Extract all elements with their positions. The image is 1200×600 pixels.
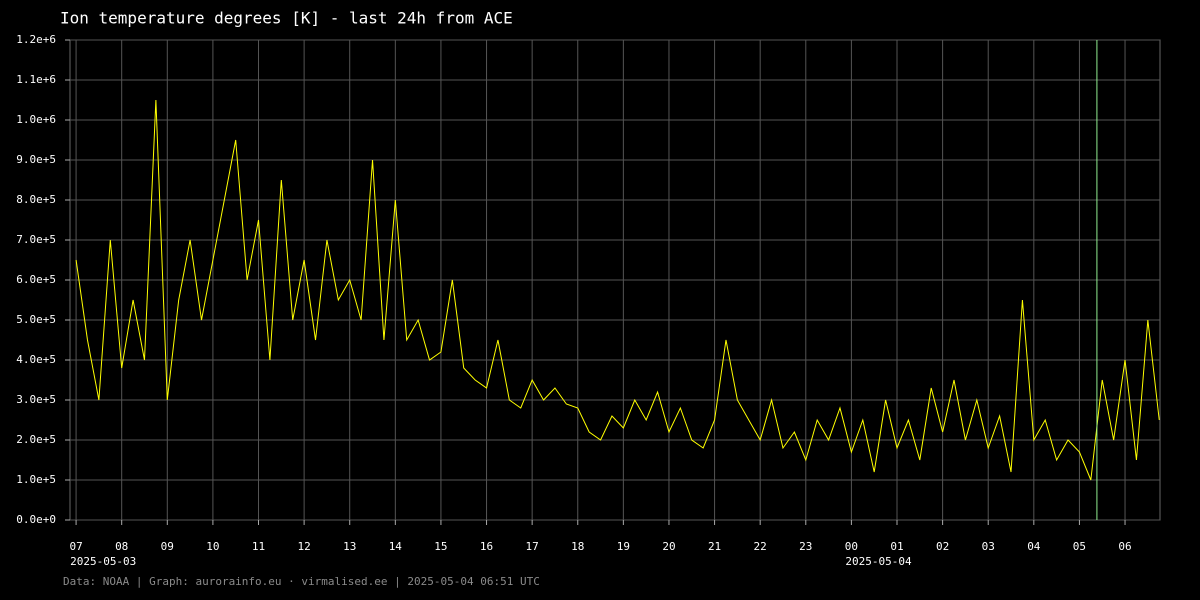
chart-title: Ion temperature degrees [K] - last 24h f… [60,9,513,28]
x-date-label: 2025-05-03 [70,555,136,568]
x-tick-label: 03 [982,540,995,553]
y-tick-label: 1.0e+6 [16,113,56,126]
y-tick-label: 8.0e+5 [16,193,56,206]
x-tick-label: 20 [662,540,675,553]
x-tick-label: 08 [115,540,128,553]
x-tick-label: 09 [161,540,174,553]
x-tick-label: 15 [434,540,447,553]
x-tick-label: 12 [297,540,310,553]
x-tick-label: 07 [69,540,82,553]
data-line [75,99,1160,481]
x-date-label: 2025-05-04 [845,555,912,568]
y-tick-label: 3.0e+5 [16,393,56,406]
x-tick-label: 16 [480,540,493,553]
x-tick-label: 18 [571,540,584,553]
x-tick-label: 11 [252,540,265,553]
y-tick-label: 7.0e+5 [16,233,56,246]
x-tick-label: 22 [754,540,767,553]
y-tick-label: 4.0e+5 [16,353,56,366]
x-tick-label: 13 [343,540,356,553]
x-tick-label: 21 [708,540,721,553]
x-tick-label: 06 [1118,540,1131,553]
y-tick-label: 0.0e+0 [16,513,56,526]
y-tick-label: 1.2e+6 [16,33,56,46]
x-tick-label: 10 [206,540,219,553]
x-tick-label: 01 [890,540,903,553]
x-tick-label: 05 [1073,540,1086,553]
x-tick-label: 23 [799,540,812,553]
x-tick-label: 02 [936,540,949,553]
y-tick-label: 9.0e+5 [16,153,56,166]
y-tick-label: 5.0e+5 [16,313,56,326]
x-tick-label: 17 [526,540,539,553]
x-tick-label: 04 [1027,540,1041,553]
x-tick-label: 19 [617,540,630,553]
footer: Data: NOAA | Graph: aurorainfo.eu · virm… [63,575,540,588]
y-tick-label: 2.0e+5 [16,433,56,446]
y-tick-label: 1.1e+6 [16,73,56,86]
x-tick-label: 00 [845,540,858,553]
y-tick-label: 6.0e+5 [16,273,56,286]
x-tick-label: 14 [389,540,403,553]
y-tick-label: 1.0e+5 [16,473,56,486]
